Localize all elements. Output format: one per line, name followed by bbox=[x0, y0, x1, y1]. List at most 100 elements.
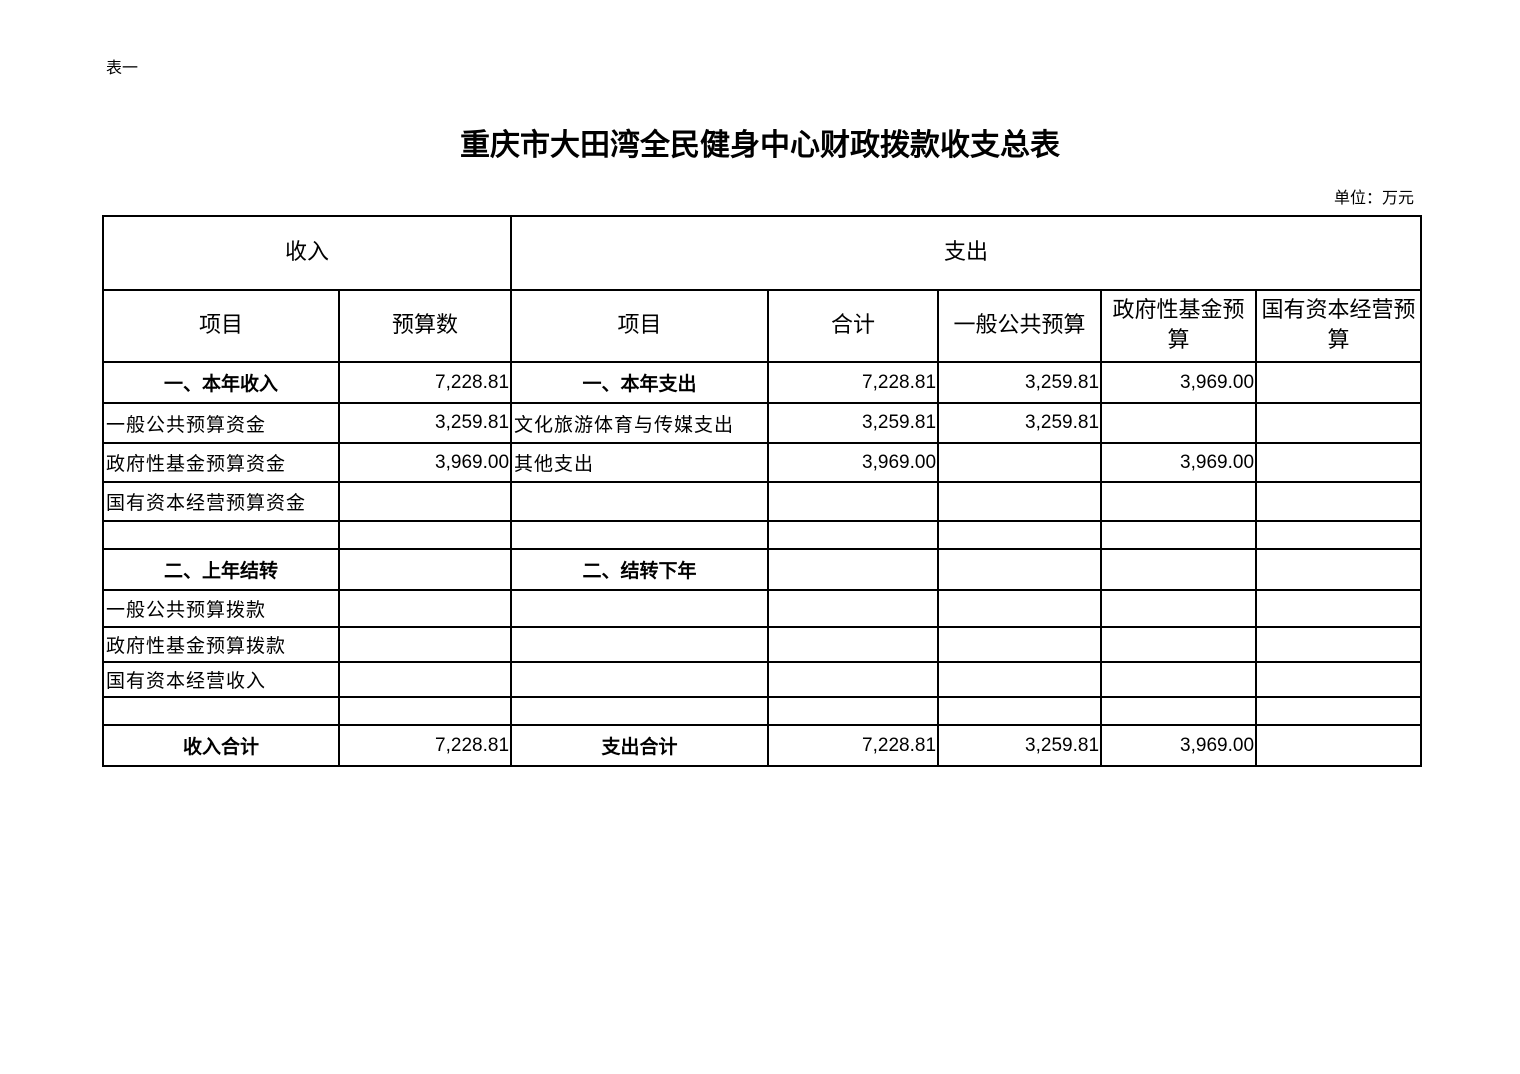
amount-cell bbox=[767, 589, 940, 628]
table-row: 一般公共预算拨款 bbox=[102, 589, 1423, 628]
table-row: 国有资本经营预算资金 bbox=[102, 481, 1423, 522]
table-row: 国有资本经营收入 bbox=[102, 661, 1423, 698]
amount-cell bbox=[337, 520, 513, 550]
item-cell: 支出合计 bbox=[510, 724, 770, 767]
item-cell: 二、上年结转 bbox=[102, 548, 340, 591]
amount-cell bbox=[1255, 696, 1423, 726]
table-row bbox=[102, 520, 1423, 550]
amount-cell bbox=[1100, 481, 1258, 522]
amount-cell bbox=[1255, 402, 1423, 444]
amount-cell: 3,259.81 bbox=[937, 402, 1103, 444]
amount-cell: 3,969.00 bbox=[1100, 442, 1258, 483]
amount-cell bbox=[937, 442, 1103, 483]
amount-cell: 7,228.81 bbox=[337, 361, 513, 404]
amount-cell bbox=[937, 626, 1103, 663]
amount-cell bbox=[1255, 442, 1423, 483]
amount-cell bbox=[937, 481, 1103, 522]
amount-cell: 7,228.81 bbox=[767, 361, 940, 404]
amount-cell bbox=[937, 661, 1103, 698]
item-cell: 其他支出 bbox=[510, 442, 770, 483]
table-number-label: 表一 bbox=[106, 58, 139, 77]
amount-cell bbox=[1255, 661, 1423, 698]
amount-cell: 3,969.00 bbox=[767, 442, 940, 483]
amount-cell: 7,228.81 bbox=[767, 724, 940, 767]
amount-cell bbox=[1100, 696, 1258, 726]
table-row: 政府性基金预算资金 3,969.00 其他支出 3,969.00 3,969.00 bbox=[102, 442, 1423, 483]
item-cell: 一般公共预算资金 bbox=[102, 402, 340, 444]
item-cell: 二、结转下年 bbox=[510, 548, 770, 591]
item-cell: 收入合计 bbox=[102, 724, 340, 767]
column-header: 项目 bbox=[102, 289, 340, 363]
amount-cell bbox=[767, 548, 940, 591]
item-cell bbox=[510, 661, 770, 698]
item-cell bbox=[510, 481, 770, 522]
income-group-header: 收入 bbox=[101, 215, 513, 291]
amount-cell bbox=[1255, 548, 1423, 591]
amount-cell: 3,259.81 bbox=[337, 402, 513, 444]
amount-cell bbox=[1100, 520, 1258, 550]
amount-cell: 3,969.00 bbox=[1100, 361, 1258, 404]
item-cell: 一、本年支出 bbox=[510, 361, 770, 404]
amount-cell bbox=[767, 481, 940, 522]
amount-cell bbox=[1255, 589, 1423, 628]
amount-cell bbox=[767, 696, 940, 726]
amount-cell bbox=[1255, 724, 1423, 767]
amount-cell bbox=[1255, 361, 1423, 404]
amount-cell bbox=[1100, 661, 1258, 698]
column-header: 合计 bbox=[767, 289, 940, 363]
item-cell: 一、本年收入 bbox=[102, 361, 340, 404]
amount-cell bbox=[337, 626, 513, 663]
column-header: 预算数 bbox=[337, 289, 513, 363]
amount-cell bbox=[937, 548, 1103, 591]
amount-cell bbox=[1255, 520, 1423, 550]
item-cell: 政府性基金预算资金 bbox=[102, 442, 340, 483]
table-row: 政府性基金预算拨款 bbox=[102, 626, 1423, 663]
column-header: 国有资本经营预算 bbox=[1255, 289, 1423, 363]
expense-group-header: 支出 bbox=[510, 215, 1423, 291]
amount-cell bbox=[767, 520, 940, 550]
column-header: 项目 bbox=[510, 289, 770, 363]
amount-cell: 3,259.81 bbox=[767, 402, 940, 444]
table-row: 二、上年结转 二、结转下年 bbox=[102, 548, 1423, 591]
item-cell bbox=[102, 696, 340, 726]
amount-cell bbox=[767, 626, 940, 663]
amount-cell bbox=[337, 481, 513, 522]
item-cell: 政府性基金预算拨款 bbox=[102, 626, 340, 663]
page-title: 重庆市大田湾全民健身中心财政拨款收支总表 bbox=[460, 128, 1060, 163]
table-row: 一、本年收入 7,228.81 一、本年支出 7,228.81 3,259.81 3,96… bbox=[102, 361, 1423, 404]
amount-cell: 3,969.00 bbox=[1100, 724, 1258, 767]
item-cell bbox=[510, 589, 770, 628]
item-cell: 一般公共预算拨款 bbox=[102, 589, 340, 628]
budget-table: 收入 支出 项目 预算数 项目 合计 一般公共预算 政府性基金预算 国有资本经营… bbox=[101, 215, 1423, 767]
amount-cell: 3,969.00 bbox=[337, 442, 513, 483]
amount-cell bbox=[1100, 589, 1258, 628]
amount-cell bbox=[937, 589, 1103, 628]
table-row: 收入合计 7,228.81 支出合计 7,228.81 3,259.81 3,969.00 bbox=[102, 724, 1423, 767]
amount-cell: 3,259.81 bbox=[937, 361, 1103, 404]
amount-cell bbox=[337, 548, 513, 591]
amount-cell bbox=[1255, 626, 1423, 663]
amount-cell bbox=[337, 661, 513, 698]
amount-cell bbox=[1255, 481, 1423, 522]
item-cell bbox=[102, 520, 340, 550]
amount-cell bbox=[937, 520, 1103, 550]
item-cell bbox=[510, 626, 770, 663]
item-cell: 国有资本经营预算资金 bbox=[102, 481, 340, 522]
amount-cell bbox=[767, 661, 940, 698]
item-cell bbox=[510, 520, 770, 550]
amount-cell bbox=[1100, 548, 1258, 591]
amount-cell bbox=[1100, 402, 1258, 444]
amount-cell bbox=[337, 589, 513, 628]
column-header: 政府性基金预算 bbox=[1100, 289, 1258, 363]
amount-cell: 3,259.81 bbox=[937, 724, 1103, 767]
amount-cell bbox=[337, 696, 513, 726]
table-row: 一般公共预算资金 3,259.81 文化旅游体育与传媒支出 3,259.81 3,259… bbox=[102, 402, 1423, 444]
amount-cell bbox=[1100, 626, 1258, 663]
item-cell: 文化旅游体育与传媒支出 bbox=[510, 402, 770, 444]
column-header: 一般公共预算 bbox=[937, 289, 1103, 363]
unit-label: 单位：万元 bbox=[1333, 188, 1414, 207]
table-row bbox=[102, 696, 1423, 726]
item-cell bbox=[510, 696, 770, 726]
item-cell: 国有资本经营收入 bbox=[102, 661, 340, 698]
amount-cell: 7,228.81 bbox=[337, 724, 513, 767]
